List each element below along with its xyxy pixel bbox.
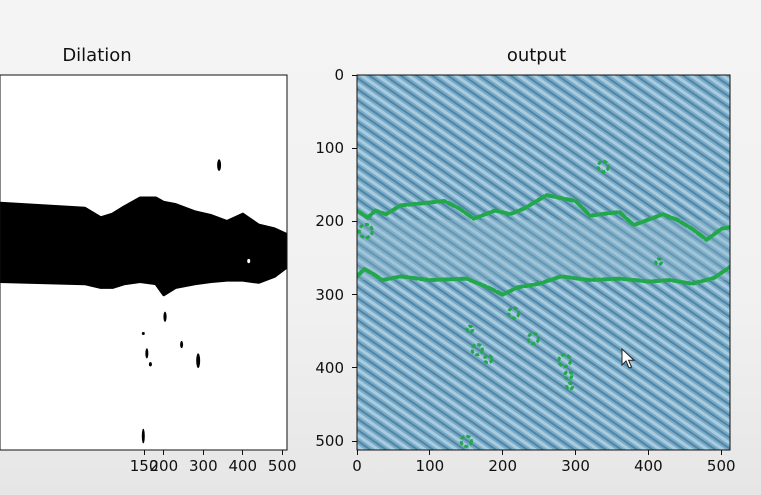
dilation-subplot	[0, 74, 288, 451]
defect-contour-blob	[596, 159, 610, 174]
dilation-x-tick-label: 150	[129, 457, 159, 475]
output-image-background	[357, 75, 730, 450]
output-x-tick	[575, 450, 577, 455]
output-y-tick-label: 500	[315, 432, 344, 451]
output-x-tick-label: 400	[634, 457, 663, 475]
output-defect-region	[357, 220, 730, 280]
defect-contour-blob	[482, 354, 494, 365]
output-x-tick	[356, 450, 358, 455]
output-axes-frame	[356, 74, 731, 451]
output-y-tick	[352, 74, 357, 76]
output-x-tick	[647, 450, 649, 455]
dilation-blob	[141, 428, 145, 444]
output-y-tick	[352, 220, 357, 222]
output-x-tick	[429, 450, 431, 455]
dilation-blob	[196, 353, 201, 368]
dilation-blob	[145, 348, 149, 359]
dilation-x-tick	[281, 450, 283, 455]
output-x-tick	[502, 450, 504, 455]
defect-contour-blob	[465, 324, 475, 334]
defect-contour-line	[357, 264, 730, 297]
dilation-axes-frame	[0, 74, 288, 451]
output-x-tick-label: 0	[352, 457, 362, 475]
defect-contour-blob	[357, 222, 374, 240]
output-x-tick-label: 100	[415, 457, 445, 475]
dilation-x-tick	[143, 450, 145, 455]
dilation-blob	[180, 340, 184, 349]
dilation-x-tick-label: 200	[149, 457, 179, 475]
output-y-tick	[352, 294, 357, 296]
output-image	[357, 159, 730, 448]
defect-contour-blob	[459, 434, 473, 448]
output-x-tick	[720, 450, 722, 455]
output-x-tick-label: 300	[561, 457, 590, 475]
output-y-tick	[352, 147, 357, 149]
defect-contour-blob	[507, 306, 521, 320]
dilation-x-tick-label: 300	[188, 457, 218, 475]
output-y-tick-label: 0	[334, 66, 344, 84]
output-x-tick-label: 500	[706, 457, 736, 475]
defect-contour-blob	[654, 257, 664, 267]
dilation-image	[0, 159, 287, 444]
output-y-tick	[352, 367, 357, 369]
output-x-tick-label: 200	[488, 457, 518, 475]
mouse-pointer-icon	[621, 347, 636, 369]
output-y-tick-label: 400	[315, 358, 344, 377]
output-title: output	[506, 45, 567, 66]
dilation-blob	[163, 311, 167, 322]
dilation-defect-band	[0, 196, 287, 297]
dilation-title: Dilation	[62, 45, 132, 66]
dilation-blob	[148, 362, 152, 367]
dilation-x-tick-label: 500	[267, 457, 297, 475]
dilation-x-tick-label: 400	[228, 457, 258, 475]
defect-contour-blob	[470, 343, 484, 357]
dilation-x-tick	[163, 450, 165, 455]
defect-contour-line	[357, 193, 730, 242]
dilation-blob	[247, 258, 251, 264]
defect-contour-blob	[563, 370, 574, 381]
dilation-x-tick	[202, 450, 204, 455]
output-y-tick-label: 100	[315, 139, 344, 158]
dilation-x-tick	[242, 450, 244, 455]
defect-contour-blob	[526, 332, 540, 346]
output-y-tick-label: 300	[315, 285, 344, 304]
output-y-tick	[352, 440, 357, 442]
defect-contour-blob	[565, 381, 575, 391]
dilation-blob	[141, 332, 145, 336]
defect-contour-blob	[557, 353, 572, 369]
output-subplot	[356, 74, 731, 451]
output-y-tick-label: 200	[315, 212, 344, 231]
dilation-blob	[217, 159, 222, 171]
